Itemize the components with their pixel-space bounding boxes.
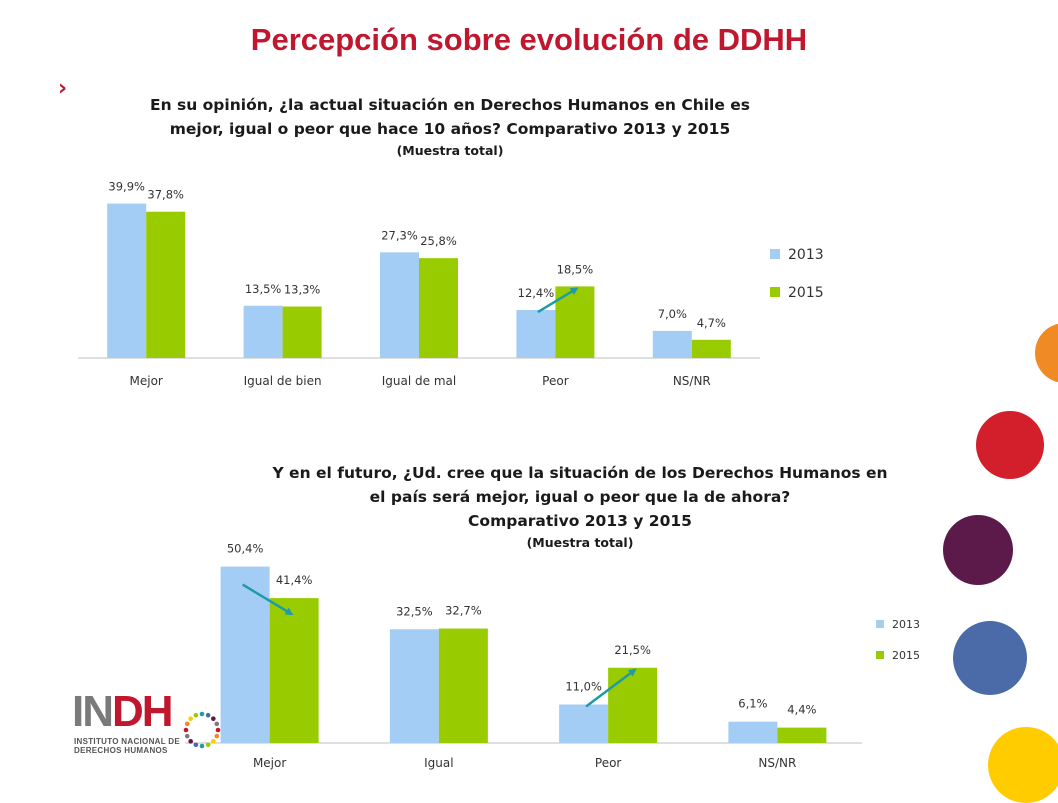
chart1-data-label-2015-5: 4,7% [697, 316, 726, 330]
chart2-bar-2015-4 [777, 727, 827, 743]
chart1-legend-swatch-2015 [770, 287, 780, 297]
chart2-data-label-2015-1: 41,4% [276, 573, 313, 587]
chart2-data-label-2015-4: 4,4% [787, 703, 816, 717]
bullet-chevron-icon: › [58, 76, 68, 101]
chart2-legend-label-2015: 2015 [892, 649, 920, 662]
logo-dot [193, 712, 199, 718]
logo-dot [193, 742, 199, 748]
logo-dot [183, 727, 189, 733]
chart2-bar-2015-2 [438, 628, 488, 743]
chart1-bar-2015-5 [691, 339, 731, 358]
chart1-bar-2013-1 [107, 203, 147, 358]
chart2-category-label-1: Mejor [253, 756, 286, 770]
chart1-bar-2013-4 [516, 310, 556, 358]
chart2-bar-2013-4 [728, 721, 778, 743]
chart1-legend-label-2015: 2015 [788, 285, 824, 301]
logo-dot [184, 733, 190, 739]
chart1-bar-2013-2 [243, 305, 283, 358]
chart2-category-label-3: Peor [595, 756, 622, 770]
decor-circle-plum [943, 515, 1013, 585]
chart1-data-label-2013-2: 13,5% [245, 282, 282, 296]
logo-dot [188, 716, 193, 721]
logo-dot [184, 721, 190, 727]
decor-circle-red [976, 411, 1044, 479]
logo-dot [211, 739, 216, 744]
chart1-bar-2015-1 [146, 211, 186, 358]
chart2-data-label-2013-2: 32,5% [396, 604, 433, 618]
chart2-legend-swatch-2015 [876, 651, 884, 659]
chart2-category-label-4: NS/NR [758, 756, 796, 770]
logo-wordmark: INDH [72, 687, 174, 736]
chart2-data-label-2015-3: 21,5% [614, 643, 651, 657]
chart1-data-label-2015-2: 13,3% [284, 283, 321, 297]
logo-dot [199, 743, 205, 749]
chart1-category-label-3: Igual de mal [382, 374, 456, 388]
chart2-title: Y en el futuro, ¿Ud. cree que la situaci… [230, 461, 930, 553]
chart2-trend-arrow-1 [242, 583, 294, 616]
chart1-subtitle: (Muestra total) [396, 143, 504, 158]
logo-dot [188, 739, 193, 744]
chart2-bar-2013-3 [559, 704, 609, 743]
chart1-bar-2013-5 [652, 330, 692, 358]
chart1-bar-2015-3 [419, 258, 458, 358]
logo-dot [205, 742, 211, 748]
chart2-data-label-2013-1: 50,4% [227, 542, 264, 556]
chart1-data-label-2013-1: 39,9% [108, 180, 145, 194]
logo-dot [199, 711, 205, 717]
logo-dot [215, 727, 221, 733]
chart2-bar-2015-1 [269, 598, 319, 743]
chart1-data-label-2013-4: 12,4% [518, 286, 555, 300]
chart1-legend-label-2013: 2013 [788, 247, 824, 263]
indh-logo: INDH INSTITUTO NACIONAL DE DERECHOS HUMA… [72, 690, 232, 760]
logo-dot [211, 716, 216, 721]
chart1-category-label-1: Mejor [130, 374, 163, 388]
chart1-data-label-2015-1: 37,8% [147, 188, 184, 202]
decor-circle-orange [1035, 323, 1058, 383]
logo-dot [214, 721, 220, 727]
chart2-data-label-2013-4: 6,1% [738, 697, 767, 711]
chart1-title-line2: mejor, igual o peor que hace 10 años? Co… [169, 120, 731, 138]
chart1-trend-arrow-1 [537, 287, 579, 314]
chart1-bar-2015-2 [282, 306, 322, 358]
chart2-subtitle: (Muestra total) [526, 535, 634, 550]
chart1-data-label-2015-4: 18,5% [557, 262, 594, 276]
chart1-data-label-2013-5: 7,0% [658, 307, 687, 321]
chart2-title-line2: el país será mejor, igual o peor que la … [369, 488, 791, 506]
chart2-legend-label-2013: 2013 [892, 618, 920, 631]
chart1-category-label-4: Peor [542, 374, 569, 388]
chart2-data-label-2013-3: 11,0% [565, 680, 602, 694]
chart1-category-label-2: Igual de bien [244, 374, 322, 388]
chart1-title-line1: En su opinión, ¿la actual situación en D… [149, 96, 750, 114]
chart2-bar-2013-2 [389, 629, 439, 743]
logo-subtitle: INSTITUTO NACIONAL DE DERECHOS HUMANOS [74, 737, 181, 755]
chart1-category-label-5: NS/NR [673, 374, 711, 388]
chart2-title-line3: Comparativo 2013 y 2015 [468, 512, 692, 530]
chart1-title: En su opinión, ¿la actual situación en D… [120, 93, 780, 161]
chart2-title-line1: Y en el futuro, ¿Ud. cree que la situaci… [272, 464, 888, 482]
chart1-bar-2013-3 [380, 252, 419, 358]
logo-dots-icon [183, 711, 221, 749]
chart2-bar-2015-3 [608, 667, 658, 743]
chart1-data-label-2013-3: 27,3% [381, 228, 418, 242]
chart2-legend-swatch-2013 [876, 620, 884, 628]
page-title: Percepción sobre evolución de DDHH [250, 22, 808, 57]
logo-dot [214, 733, 220, 739]
decor-circle-yellow [988, 727, 1058, 803]
decor-circle-blue [953, 621, 1027, 695]
chart2-data-label-2015-2: 32,7% [445, 604, 482, 618]
chart2-trend-arrow-2 [585, 668, 637, 708]
logo-dot [205, 712, 211, 718]
chart1-legend-swatch-2013 [770, 249, 780, 259]
chart1-data-label-2015-3: 25,8% [420, 234, 457, 248]
chart2-category-label-2: Igual [424, 756, 453, 770]
